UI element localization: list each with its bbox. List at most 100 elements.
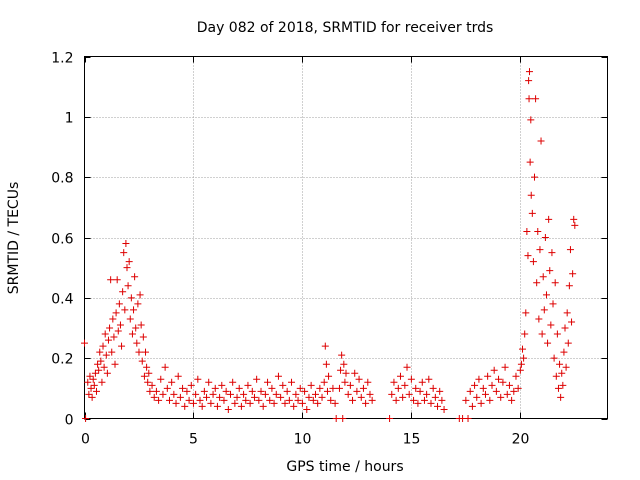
data-point xyxy=(551,279,559,287)
data-point xyxy=(227,390,235,398)
data-point xyxy=(307,381,315,389)
data-point xyxy=(410,396,418,404)
data-point xyxy=(261,390,269,398)
x-axis-ticks: 0 5 10 15 20 xyxy=(81,56,529,448)
y-tick-label: 1 xyxy=(65,111,74,127)
data-point xyxy=(562,363,570,371)
data-point xyxy=(412,384,420,392)
data-point xyxy=(179,384,187,392)
data-point xyxy=(145,369,153,377)
data-point xyxy=(112,309,120,317)
data-point xyxy=(541,234,549,241)
data-point xyxy=(246,399,254,407)
y-tick-label: 0.2 xyxy=(51,352,73,368)
data-point xyxy=(123,264,131,272)
data-point xyxy=(96,348,104,356)
data-point xyxy=(332,415,340,422)
data-point xyxy=(535,315,543,323)
data-point xyxy=(571,221,579,229)
data-points xyxy=(81,68,579,422)
data-point xyxy=(355,375,363,383)
x-tick-label: 5 xyxy=(189,432,198,448)
data-point xyxy=(207,399,215,407)
data-point xyxy=(357,393,365,401)
data-point xyxy=(292,390,300,398)
data-point xyxy=(311,390,319,398)
x-tick-label: 0 xyxy=(81,432,90,448)
data-point xyxy=(401,381,409,389)
data-point xyxy=(138,357,146,365)
data-point xyxy=(512,372,520,380)
data-point xyxy=(185,396,193,404)
data-point xyxy=(115,300,123,308)
data-point xyxy=(92,387,100,395)
data-point xyxy=(216,393,224,401)
data-point xyxy=(126,315,134,323)
data-point xyxy=(84,378,92,386)
data-point xyxy=(253,375,261,383)
data-point xyxy=(303,405,311,413)
data-point xyxy=(556,360,564,368)
data-point xyxy=(405,390,413,398)
data-point xyxy=(89,375,97,383)
data-point xyxy=(475,375,483,383)
data-point xyxy=(522,309,530,317)
data-point xyxy=(187,381,195,389)
data-point xyxy=(88,393,96,401)
data-point xyxy=(136,291,144,299)
data-point xyxy=(119,288,127,296)
data-point xyxy=(540,306,548,314)
data-point xyxy=(285,396,293,404)
data-point xyxy=(341,378,349,386)
data-point xyxy=(132,324,140,332)
data-point xyxy=(431,393,439,401)
data-point xyxy=(501,363,509,371)
y-tick-label: 1.2 xyxy=(51,51,73,67)
data-point xyxy=(533,279,541,287)
data-point xyxy=(240,390,248,398)
data-point xyxy=(329,384,337,392)
data-point xyxy=(537,137,545,145)
data-point xyxy=(95,366,103,374)
data-point xyxy=(211,384,219,392)
data-point xyxy=(157,375,165,383)
data-point xyxy=(420,396,428,404)
data-point xyxy=(569,270,577,278)
data-point xyxy=(140,372,148,380)
data-point xyxy=(325,372,333,380)
data-point xyxy=(139,333,147,341)
data-point xyxy=(353,387,361,395)
data-point xyxy=(107,276,115,284)
data-point xyxy=(390,378,398,386)
y-tick-label: 0.8 xyxy=(51,171,73,187)
data-point xyxy=(277,393,285,401)
data-point xyxy=(143,363,151,371)
data-point xyxy=(327,396,335,404)
data-point xyxy=(557,393,565,401)
data-point xyxy=(532,95,540,103)
data-point xyxy=(524,252,532,260)
data-point xyxy=(165,396,173,404)
data-point xyxy=(553,330,561,338)
data-point xyxy=(416,387,424,395)
data-point xyxy=(386,415,394,422)
data-point xyxy=(529,258,537,266)
data-point xyxy=(189,399,197,407)
data-point xyxy=(296,384,304,392)
data-point xyxy=(142,348,150,356)
data-point xyxy=(242,396,250,404)
data-point xyxy=(471,381,479,389)
data-point xyxy=(425,375,433,383)
data-point xyxy=(194,375,202,383)
data-point xyxy=(127,294,135,302)
data-point xyxy=(298,399,306,407)
data-point xyxy=(477,399,485,407)
data-point xyxy=(473,393,481,401)
data-point xyxy=(547,321,555,329)
data-point xyxy=(116,321,124,329)
data-point xyxy=(321,342,329,350)
data-point xyxy=(137,321,145,329)
data-point xyxy=(530,173,538,181)
data-point xyxy=(466,387,474,395)
